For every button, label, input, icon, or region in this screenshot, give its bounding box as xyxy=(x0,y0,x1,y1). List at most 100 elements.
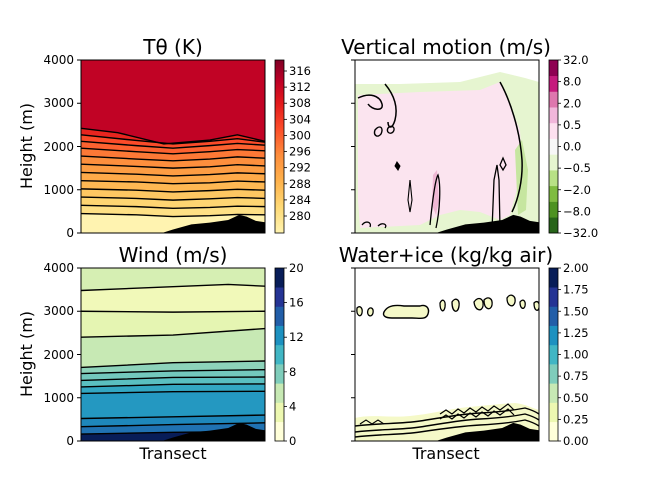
panel-wind-xlabel: Transect xyxy=(138,444,206,463)
colorbar-segment xyxy=(275,364,284,384)
contour-band xyxy=(81,164,265,176)
contour-band xyxy=(81,328,265,368)
colorbar-tick-label: 32.0 xyxy=(563,53,589,67)
water-contour-line xyxy=(439,408,515,420)
contour-line xyxy=(81,188,265,193)
colorbar-segment xyxy=(549,122,558,139)
colorbar-segment xyxy=(549,402,558,423)
colorbar-frame xyxy=(274,267,285,442)
contour-line xyxy=(81,368,265,375)
contour-band xyxy=(81,360,265,374)
water-cloud-band xyxy=(366,307,374,317)
colorbar-tick-label: −0.5 xyxy=(563,161,591,175)
contour-line xyxy=(81,134,265,145)
vmotion-contour-line xyxy=(429,173,441,229)
vmotion-contour-line xyxy=(499,81,523,213)
colorbar-tick-label: 0.5 xyxy=(563,118,581,132)
panel-water-ice: Water+ice (kg/kg air) Transect xyxy=(339,243,589,463)
water-cloud-band xyxy=(451,298,460,312)
water-cloud-band xyxy=(519,299,526,309)
colorbar-tick-label: 1.50 xyxy=(563,304,589,318)
panel-vertical-motion: Vertical motion (m/s) 32.08. xyxy=(341,35,598,240)
colorbar-tick-label: 4 xyxy=(289,399,296,413)
colorbar-segment xyxy=(275,287,284,307)
contour-band xyxy=(81,284,265,313)
colorbar-tick-label: 296 xyxy=(289,145,311,159)
wind-ytick-4000: 4000 xyxy=(43,261,74,275)
colorbar-segment xyxy=(549,217,558,234)
contour-line xyxy=(81,163,265,169)
colorbar-segment xyxy=(549,154,558,171)
theta-ytick: 0 1000 2000 3000 4000 xyxy=(43,53,81,240)
contour-band xyxy=(81,60,265,144)
colorbar-segment xyxy=(549,325,558,346)
water-field xyxy=(355,294,539,441)
contour-band xyxy=(81,188,265,201)
colorbar-segment xyxy=(549,91,558,108)
wind-colorbar xyxy=(274,267,285,442)
colorbar-tick-label: −2.0 xyxy=(563,183,591,197)
panel-water-xlabel: Transect xyxy=(411,444,479,463)
colorbar-tick-label: 312 xyxy=(289,80,311,94)
water-cloud-band xyxy=(473,297,484,311)
colorbar-tick-label: 2.00 xyxy=(563,261,589,275)
vmotion-colorbar xyxy=(548,59,559,234)
contour-band xyxy=(81,172,265,184)
colorbar-tick-label: 308 xyxy=(289,96,311,110)
colorbar-tick-label: 2.0 xyxy=(563,96,581,110)
colorbar-segment xyxy=(549,185,558,202)
theta-ytick-0: 0 xyxy=(66,226,74,240)
colorbar-segment xyxy=(549,287,558,307)
contour-line xyxy=(81,414,265,420)
colorbar-segment xyxy=(275,325,284,346)
theta-terrain xyxy=(161,214,265,233)
vmotion-ytick xyxy=(351,59,355,234)
contour-line xyxy=(81,204,265,210)
colorbar-segment xyxy=(549,170,558,187)
wind-ytick: 0 1000 2000 3000 4000 xyxy=(43,261,81,448)
terrain-mountain xyxy=(435,422,539,441)
theta-ytick-3000: 3000 xyxy=(43,96,74,110)
panel-wind-ylabel: Height (m) xyxy=(17,311,36,397)
contour-line xyxy=(81,360,265,369)
contour-line xyxy=(81,196,265,201)
terrain-mountain xyxy=(161,214,265,233)
colorbar-tick-label: 280 xyxy=(289,209,311,223)
colorbar-tick-label: 1.25 xyxy=(563,326,589,340)
contour-band xyxy=(81,311,265,338)
colorbar-segment xyxy=(549,421,558,442)
colorbar-tick-label: 20 xyxy=(289,261,304,275)
colorbar-segment xyxy=(549,75,558,92)
colorbar-tick-label: 0.00 xyxy=(563,434,589,448)
contour-line xyxy=(81,422,265,428)
contour-line xyxy=(81,383,265,388)
contour-line xyxy=(81,376,265,382)
colorbar-tick-label: 1.00 xyxy=(563,348,589,362)
panel-water-title: Water+ice (kg/kg air) xyxy=(339,243,553,267)
colorbar-tick-label: 16 xyxy=(289,296,304,310)
colorbar-segment xyxy=(549,364,558,384)
vmotion-terrain xyxy=(435,214,539,233)
vmotion-contour-line xyxy=(407,179,413,213)
contour-band xyxy=(81,197,265,209)
theta-ytick-1000: 1000 xyxy=(43,183,74,197)
colorbar-segment xyxy=(549,60,558,77)
water-contour-line xyxy=(355,419,539,438)
theta-colorbar-ticks: 280 284 288 292 296 300 304 308 312 316 xyxy=(284,64,311,223)
colorbar-segment xyxy=(275,306,284,326)
colorbar-tick-label: 0 xyxy=(289,434,296,448)
wind-contour-layers xyxy=(81,268,265,441)
colorbar-segment xyxy=(549,201,558,218)
wind-ytick-2000: 2000 xyxy=(43,348,74,362)
water-colorbar-ticks: 0.00 0.25 0.50 0.75 1.00 1.25 1.50 1.75 2.00 xyxy=(558,261,589,448)
wind-ytick-0: 0 xyxy=(66,434,74,448)
vmotion-contour-line xyxy=(373,126,383,137)
colorbar-segment xyxy=(275,383,284,403)
water-contour-line xyxy=(439,403,515,415)
contour-line xyxy=(81,327,265,338)
theta-colorbar xyxy=(274,59,285,234)
contour-line xyxy=(81,140,265,149)
vmotion-colorbar-ticks: 32.0 8.0 2.0 0.5 0.0 −0.5 −2.0 −8.0 −32.0 xyxy=(558,53,598,240)
colorbar-tick-label: 0.0 xyxy=(563,140,581,154)
